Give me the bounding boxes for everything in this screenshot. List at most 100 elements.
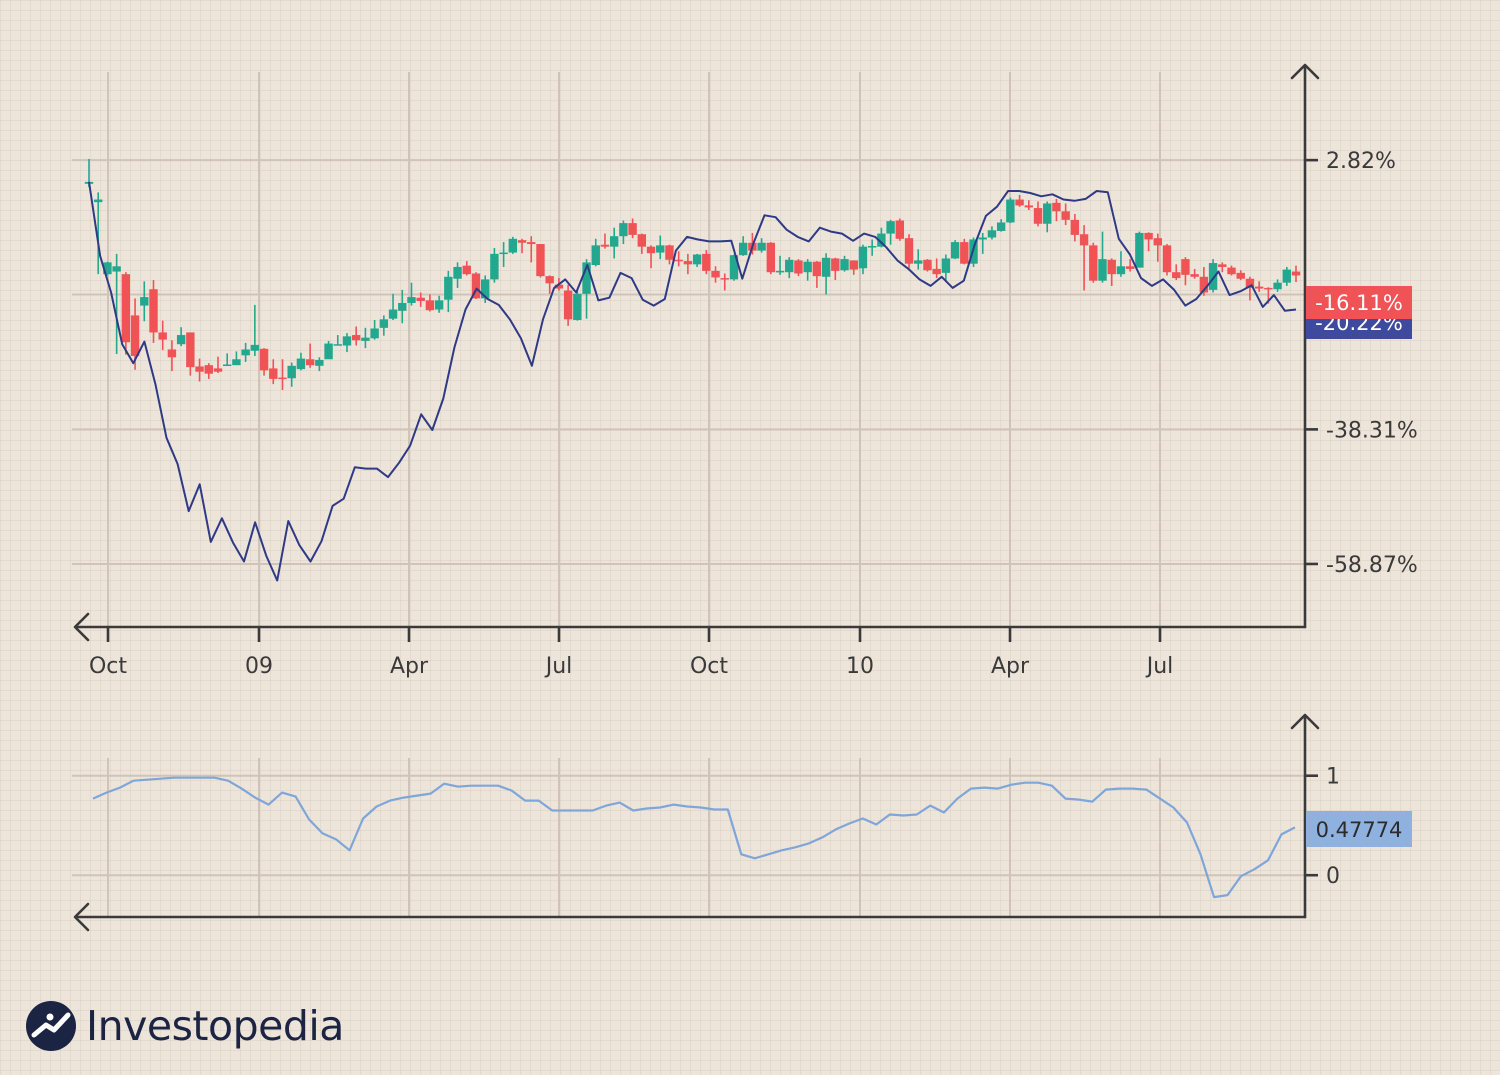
candle-body: [554, 284, 564, 289]
candle-body: [895, 220, 905, 239]
candle-body: [656, 245, 665, 253]
candle: [1125, 259, 1135, 272]
candle: [269, 359, 278, 385]
candle: [1227, 265, 1236, 276]
candle: [140, 281, 149, 322]
candle: [1218, 262, 1227, 273]
candle: [950, 240, 960, 260]
candle: [398, 289, 407, 324]
candle-body: [1264, 287, 1273, 290]
candle-body: [121, 274, 131, 343]
candle: [794, 259, 803, 277]
candle: [1282, 266, 1291, 286]
candle-body: [333, 344, 342, 346]
candle: [757, 238, 766, 253]
candle: [232, 351, 241, 366]
candle-body: [1181, 259, 1190, 275]
candle-body: [785, 259, 794, 273]
sub-y-axis-arrow-icon: [1290, 713, 1320, 730]
candle-body: [1208, 263, 1218, 290]
candle-body: [269, 368, 278, 379]
candle: [1107, 258, 1116, 286]
candle: [1098, 231, 1107, 283]
candle: [149, 280, 158, 343]
candle-body: [370, 328, 379, 339]
candle: [351, 326, 361, 346]
candle-body: [1190, 274, 1199, 277]
candle: [1254, 281, 1264, 292]
dark-blue-line-series: [88, 181, 1297, 582]
candle: [1006, 197, 1015, 224]
candle-body: [140, 297, 149, 306]
candle: [563, 284, 573, 326]
candle-body: [517, 240, 527, 243]
candle: [656, 235, 665, 260]
candle-body: [840, 259, 849, 271]
candle: [1015, 194, 1024, 207]
candle-body: [508, 238, 518, 253]
candle: [628, 218, 637, 239]
main-y-tick-label: -58.87%: [1326, 553, 1418, 578]
candle: [370, 319, 379, 340]
candle-body: [914, 260, 923, 264]
candle: [665, 244, 674, 265]
candle-body: [480, 279, 490, 299]
candle-body: [462, 265, 471, 275]
candle: [914, 249, 923, 270]
candle: [729, 254, 739, 281]
candle-body: [821, 257, 831, 277]
candle: [867, 239, 877, 256]
candle-body: [711, 270, 720, 278]
candle-body: [1254, 286, 1264, 289]
candle: [573, 290, 582, 321]
candle-body: [1098, 259, 1107, 281]
candle-body: [499, 252, 508, 255]
candle-body: [803, 261, 812, 273]
candle: [121, 272, 131, 355]
candle: [278, 359, 287, 391]
candle: [305, 343, 315, 368]
candle-body: [536, 244, 545, 277]
candle: [1089, 242, 1098, 283]
candle: [379, 315, 389, 336]
candle-body: [103, 262, 112, 275]
candle-body: [527, 242, 536, 245]
main-x-axis-arrow-icon: [73, 612, 90, 642]
candle-body: [941, 258, 951, 273]
candle: [987, 226, 997, 240]
candle-body: [932, 268, 941, 275]
candle-body: [1089, 245, 1098, 281]
candle: [158, 320, 167, 351]
candle-body: [867, 246, 877, 248]
candle: [895, 218, 905, 241]
candle: [1052, 198, 1061, 222]
candle: [1245, 276, 1255, 301]
candle-body: [877, 233, 886, 247]
candle: [94, 192, 103, 275]
candle-body: [794, 260, 803, 274]
candle-body: [186, 332, 195, 368]
candle-body: [729, 255, 739, 280]
candle: [416, 292, 425, 307]
candle: [287, 362, 296, 387]
candle-body: [1015, 199, 1024, 206]
candle: [167, 340, 177, 372]
candle-body: [388, 309, 398, 319]
candle: [453, 262, 462, 288]
main-y-tick-label: 2.82%: [1326, 149, 1396, 174]
candle: [490, 247, 499, 283]
candle: [831, 257, 840, 281]
candle: [1061, 203, 1070, 226]
candle-body: [1033, 208, 1043, 224]
candle: [315, 357, 324, 372]
candle-body: [287, 365, 296, 379]
candle: [1079, 225, 1089, 291]
candle: [1291, 265, 1301, 283]
candle-body: [720, 278, 729, 280]
candle: [1190, 268, 1199, 279]
candle: [361, 327, 370, 349]
last-value-badge-light-blue: 0.47774: [1306, 811, 1412, 847]
candle-body: [978, 237, 987, 240]
candle-body: [204, 365, 213, 374]
candle-body: [1125, 266, 1135, 269]
